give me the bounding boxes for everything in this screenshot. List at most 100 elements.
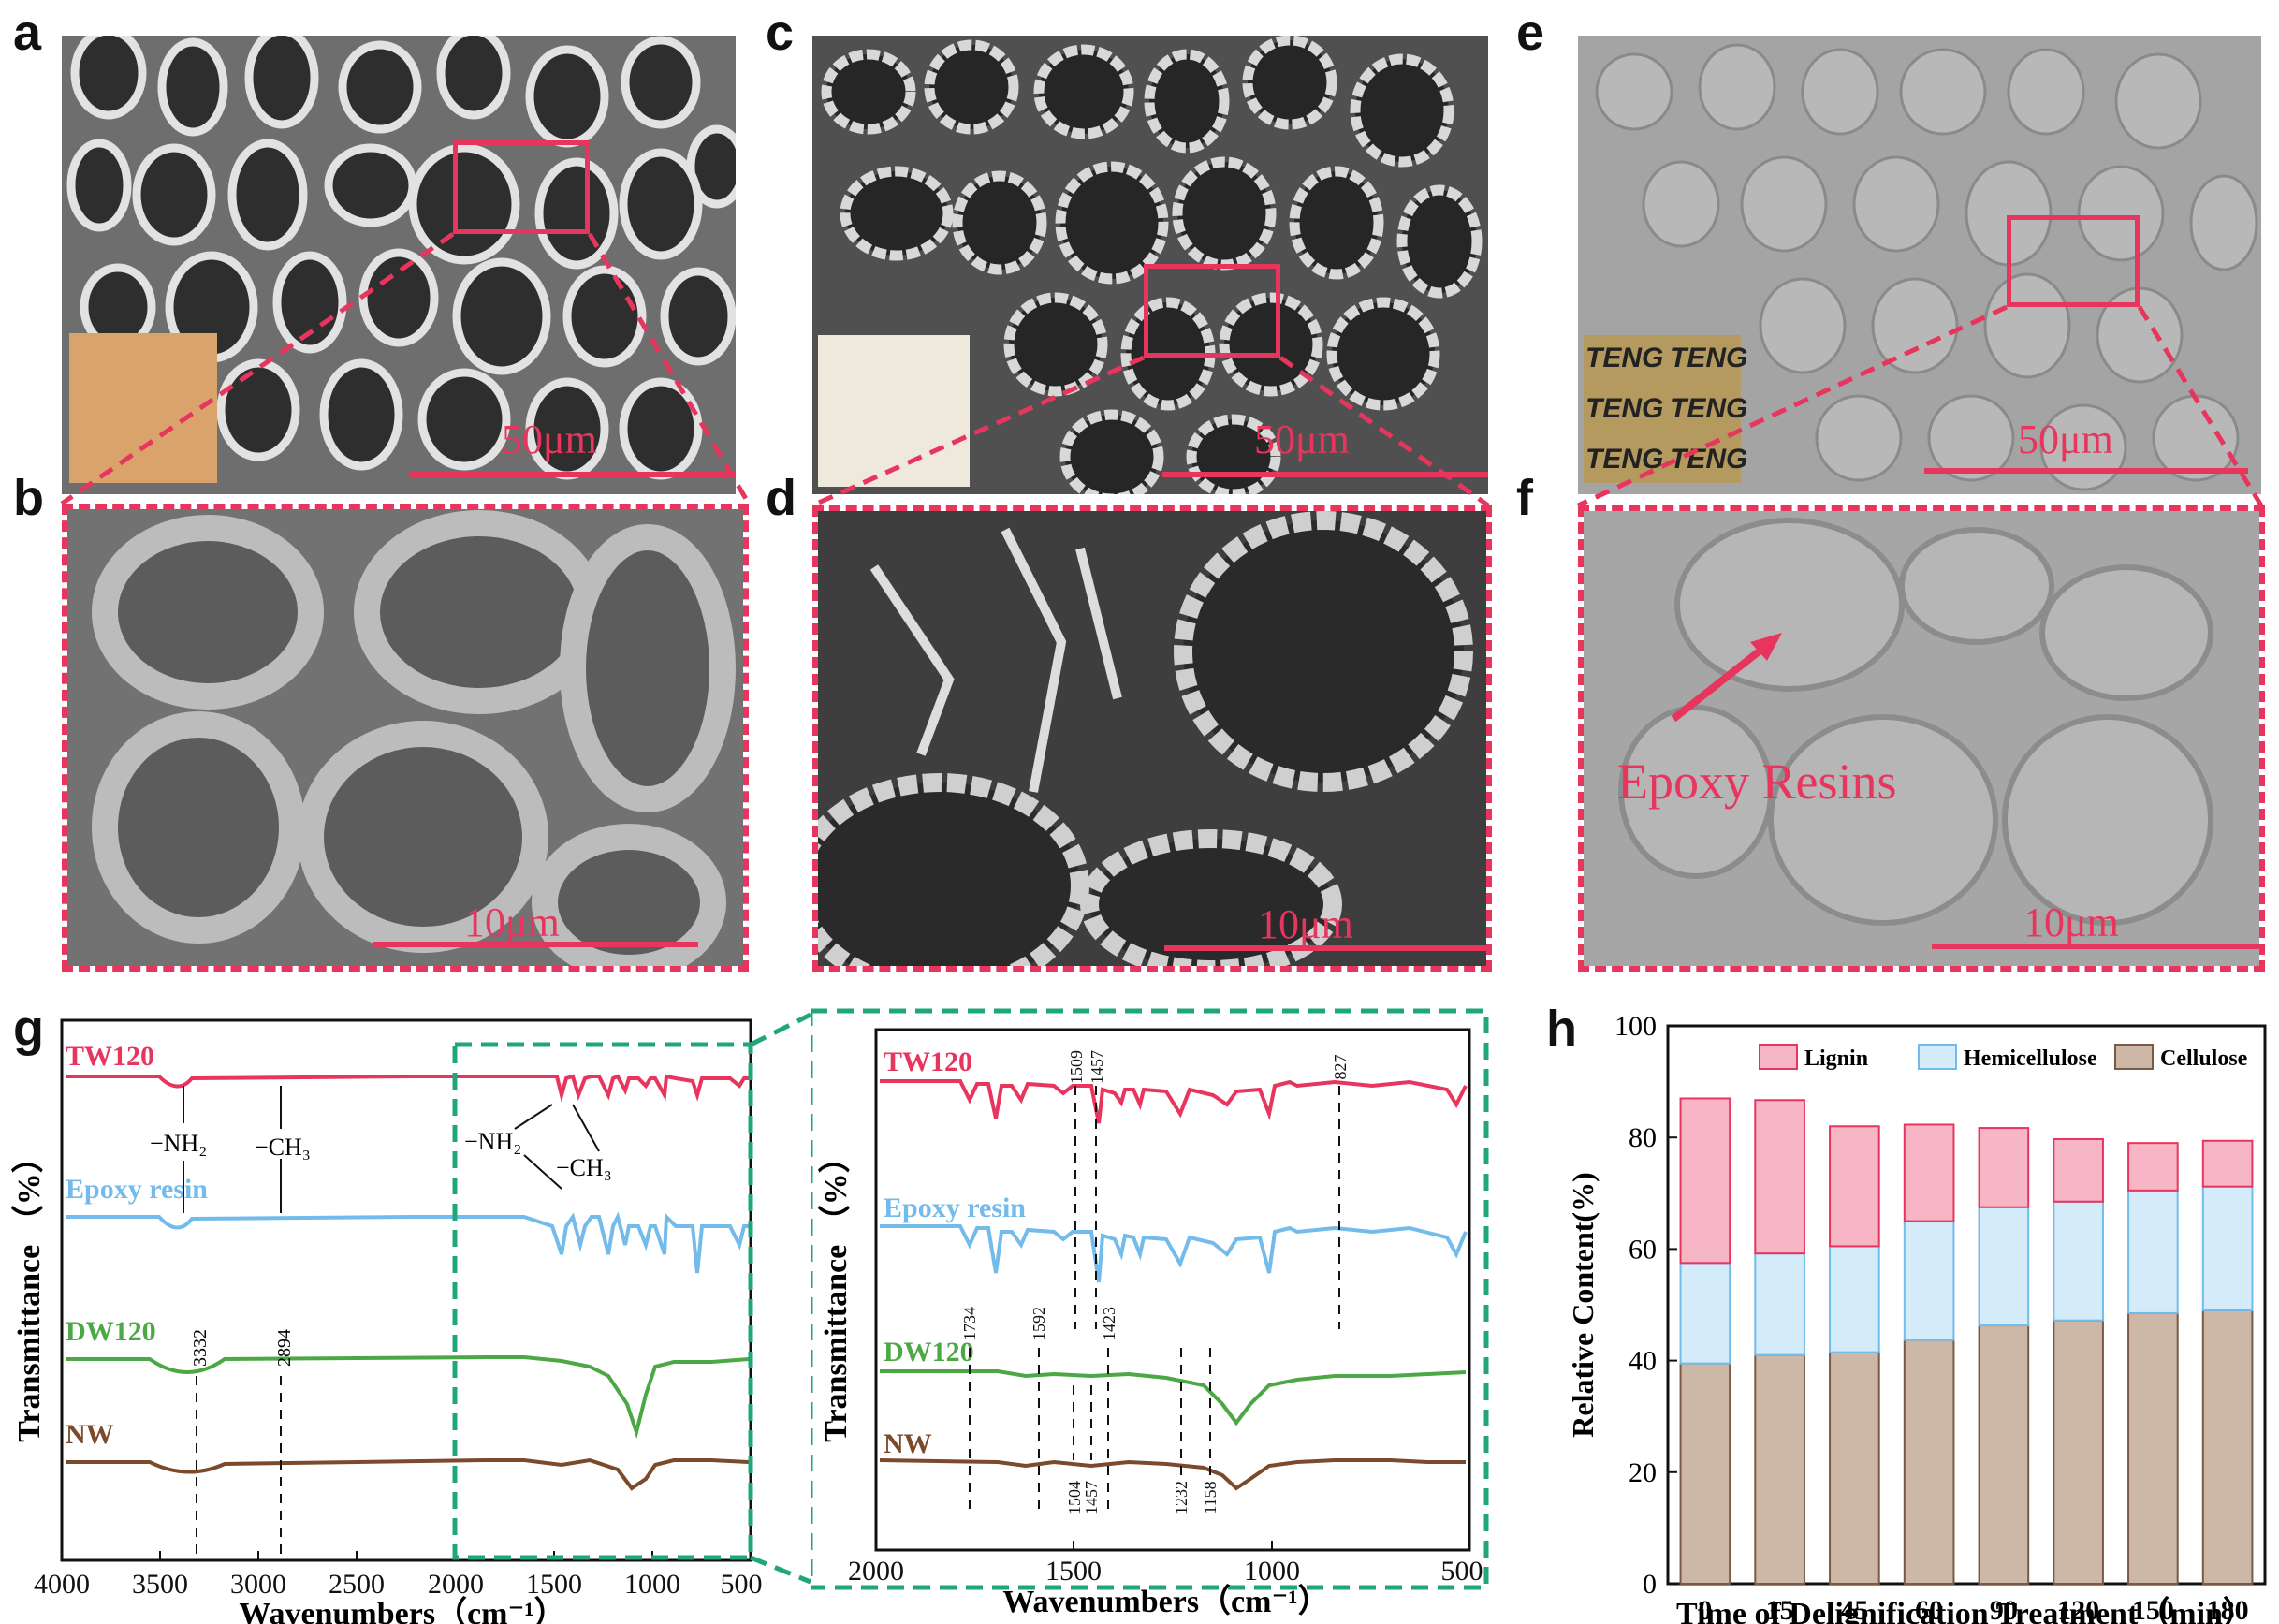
x-tick-label: 3000: [230, 1569, 286, 1600]
plot-frame-g-zoom: [874, 1028, 1471, 1552]
bar-segment-hemicellulose: [1978, 1206, 2030, 1327]
plot-frame-h: [1666, 1024, 2267, 1586]
peak-label: 1509: [1067, 1050, 1086, 1084]
x-tick-labels-h: 0 15 45 60 90 120 150 180: [1698, 1595, 2248, 1624]
x-tick-label: 0: [1698, 1595, 1712, 1624]
y-tick-label: 100: [1614, 1011, 1657, 1042]
peak-label: 1423: [1100, 1307, 1118, 1340]
bar-segment-cellulose: [1903, 1339, 1955, 1585]
scale-bar-e: [1924, 468, 2248, 474]
teng-text-4: TENG: [1670, 393, 1748, 424]
series-line-tw120: [66, 1074, 749, 1103]
zoom-frame-g: [811, 1008, 1489, 1590]
x-tick-label: 500: [1441, 1556, 1483, 1587]
bar-segment-cellulose: [2053, 1319, 2104, 1585]
series-line-nw: [66, 1457, 750, 1491]
series-line-dw120: [66, 1355, 750, 1440]
x-tick-label: 3500: [132, 1569, 188, 1600]
bar-segment-lignin: [2201, 1139, 2254, 1188]
bar-segment-cellulose: [1978, 1324, 2030, 1585]
series-label-nw: NW: [66, 1419, 114, 1450]
panel-label-h: h: [1546, 1001, 1577, 1057]
legend-swatch-cellulose: [2114, 1044, 2154, 1070]
bar-segment-hemicellulose: [2201, 1185, 2254, 1311]
peak-marker-lines-g-zoom: [969, 1086, 1340, 1516]
teng-text-1: TENG: [1585, 343, 1664, 373]
series-line-tw120-zoom: [880, 1079, 1468, 1124]
x-tick-label: 500: [721, 1569, 763, 1600]
y-tick-label: 0: [1643, 1569, 1657, 1600]
natural-wood-photo: [69, 333, 217, 483]
scale-label-b: 10μm: [464, 900, 560, 945]
bar-segment-cellulose: [1679, 1362, 1731, 1585]
bar-segment-lignin: [2053, 1137, 2104, 1203]
x-tick-label: 90: [1990, 1595, 2018, 1624]
x-tick-label: 60: [1915, 1595, 1943, 1624]
y-tick-label: 80: [1629, 1122, 1657, 1153]
peak-label-2894: 2894: [274, 1329, 295, 1367]
y-tick-label: 60: [1629, 1234, 1657, 1265]
series-label-tw120-zoom: TW120: [884, 1046, 972, 1077]
x-tick-label: 2500: [329, 1569, 385, 1600]
x-tick-label: 180: [2207, 1595, 2249, 1624]
x-axis-label-h: Time of Delignification Treatment（min）: [1676, 1595, 2255, 1624]
zoom-region-box-a: [453, 140, 590, 234]
annotation-nh2-right: −NH₂: [464, 1128, 521, 1155]
sem-image-natural-wood: 50μm: [62, 36, 736, 494]
series-line-nw-zoom: [879, 1458, 1466, 1491]
zoom-connectors: [60, 231, 2264, 508]
teng-text-6: TENG: [1670, 444, 1748, 475]
scale-label-d: 10μm: [1258, 901, 1353, 947]
functional-group-arrows: [183, 1086, 600, 1213]
legend-swatch-lignin: [1759, 1044, 1798, 1070]
y-ticks-h: 0 20 40 60 80 100: [1614, 1011, 1677, 1600]
x-tick-label: 1000: [1244, 1556, 1300, 1587]
annotation-nh2-left: −NH₂: [150, 1130, 207, 1157]
x-tick-labels-g-zoom: 2000 1500 1000 500: [848, 1556, 1483, 1587]
bar-segment-hemicellulose: [1754, 1252, 1805, 1356]
x-tick-label: 45: [1840, 1595, 1868, 1624]
x-tick-label: 150: [2132, 1595, 2174, 1624]
series-label-nw-zoom: NW: [884, 1428, 932, 1459]
ftir-zoom-spectrum-chart: 2000 1500 1000 500 Wavenumbers（cm⁻¹） Tra…: [811, 1008, 1489, 1619]
panel-label-c: c: [766, 5, 795, 61]
peak-label: 1592: [1030, 1307, 1048, 1340]
annotation-ch3-left: −CH₃: [255, 1134, 311, 1161]
scale-label-c: 50μm: [1254, 417, 1350, 462]
transparent-wood-photo: TENG TENG TENG TENG TENG TENG: [1584, 335, 1747, 483]
panel-label-g: g: [13, 1001, 44, 1057]
peak-label: 1457: [1088, 1050, 1106, 1084]
scale-label-f: 10μm: [2023, 900, 2119, 945]
peak-label: 1232: [1172, 1481, 1191, 1514]
scale-label-e: 50μm: [2018, 417, 2113, 462]
x-tick-label: 4000: [34, 1569, 90, 1600]
series-label-epoxy-resin-zoom: Epoxy resin: [884, 1192, 1026, 1223]
scale-bar-f: [1932, 944, 2259, 949]
bar-segment-lignin: [2127, 1142, 2179, 1192]
series-line-epoxy-resin: [66, 1211, 749, 1274]
y-axis-label-g-zoom: Transmittance （%）: [817, 1141, 854, 1441]
panel-label-b: b: [13, 470, 44, 526]
peak-label: 1504: [1065, 1481, 1084, 1514]
zoom-frame-f: Epoxy Resins 10μm: [1578, 505, 2265, 972]
series-label-epoxy-resin: Epoxy resin: [66, 1174, 208, 1205]
bar-segment-hemicellulose: [2053, 1200, 2104, 1322]
annotation-ch3-right: −CH₃: [556, 1154, 612, 1181]
scale-bar-c: [1162, 472, 1488, 477]
bar-segment-lignin: [1754, 1099, 1805, 1255]
scale-bar-a: [410, 472, 736, 477]
peak-label: 1734: [960, 1307, 979, 1340]
legend-swatch-hemicellulose: [1918, 1044, 1957, 1070]
x-tick-label: 2000: [428, 1569, 484, 1600]
bar-segment-cellulose: [2127, 1311, 2179, 1585]
x-tick-label: 2000: [848, 1556, 904, 1587]
zoom-frame-b: 10μm: [62, 504, 749, 972]
legend-h: Lignin Hemicellulose Cellulose: [1759, 1044, 2248, 1071]
teng-text-2: TENG: [1670, 343, 1748, 373]
panel-label-a: a: [13, 5, 42, 61]
bar-segment-hemicellulose: [2127, 1189, 2179, 1314]
panel-label-f: f: [1516, 470, 1533, 526]
peak-labels-g-zoom: 1509 1457 827 1734 1592 1423 1504 1457 1…: [960, 1050, 1350, 1514]
y-tick-label: 20: [1629, 1457, 1657, 1488]
scale-bar-d: [1164, 945, 1486, 951]
